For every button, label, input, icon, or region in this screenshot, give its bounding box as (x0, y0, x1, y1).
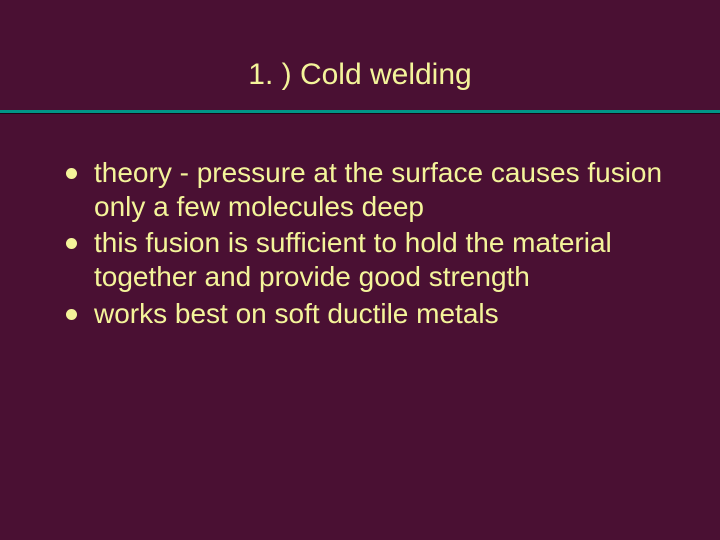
bullet-text: works best on soft ductile metals (94, 298, 499, 329)
bullet-dot-icon (66, 238, 77, 249)
bullet-item: works best on soft ductile metals (60, 297, 670, 331)
divider-line (0, 110, 720, 114)
bullet-dot-icon (66, 309, 77, 320)
slide-title: 1. ) Cold welding (0, 58, 720, 92)
slide-content: theory - pressure at the surface causes … (0, 156, 720, 331)
bullet-item: theory - pressure at the surface causes … (60, 156, 670, 224)
bullet-list: theory - pressure at the surface causes … (60, 156, 670, 331)
slide: 1. ) Cold welding theory - pressure at t… (0, 0, 720, 540)
bullet-text: theory - pressure at the surface causes … (94, 157, 662, 222)
bullet-text: this fusion is sufficient to hold the ma… (94, 227, 612, 292)
bullet-dot-icon (66, 168, 77, 179)
bullet-item: this fusion is sufficient to hold the ma… (60, 226, 670, 294)
